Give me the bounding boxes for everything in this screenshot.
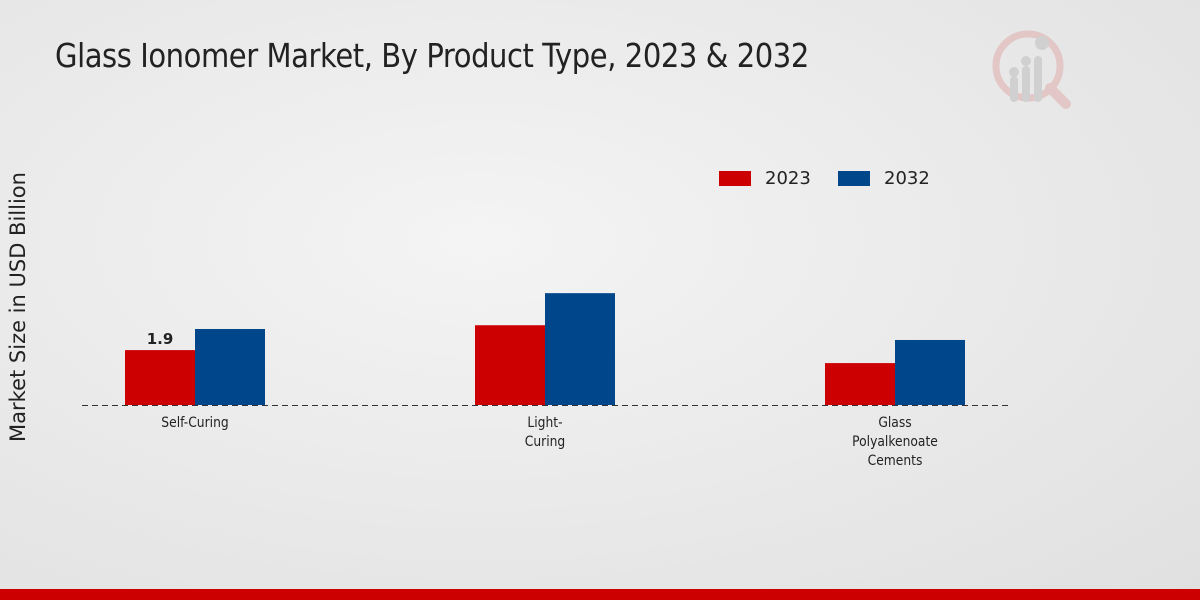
- bar-2023-2: [825, 363, 895, 405]
- legend-item-2023: 2023: [719, 168, 811, 189]
- legend-label: 2032: [884, 168, 930, 189]
- legend-swatch-2032: [838, 171, 870, 186]
- bar-2023-0: [125, 350, 195, 405]
- logo-watermark: [992, 30, 1071, 109]
- x-tick-label: Polyalkenoate: [852, 434, 938, 450]
- bar-2032-2: [895, 339, 965, 405]
- legend-item-2032: 2032: [838, 168, 930, 189]
- footer-bar: [0, 589, 1200, 600]
- x-tick-label: Curing: [525, 434, 565, 450]
- x-tick-label: Self-Curing: [161, 415, 228, 431]
- bar-2023-1: [475, 325, 545, 405]
- bar-2032-0: [195, 328, 265, 405]
- legend-swatch-2023: [719, 171, 751, 186]
- x-tick-label: Glass: [878, 415, 911, 431]
- x-tick-label: Light-: [527, 415, 562, 431]
- chart-title: Glass Ionomer Market, By Product Type, 2…: [55, 36, 809, 75]
- x-tick-label: Cements: [868, 453, 923, 469]
- legend-label: 2023: [765, 168, 811, 189]
- bar-2032-1: [545, 293, 615, 405]
- data-label: 1.9: [147, 330, 174, 348]
